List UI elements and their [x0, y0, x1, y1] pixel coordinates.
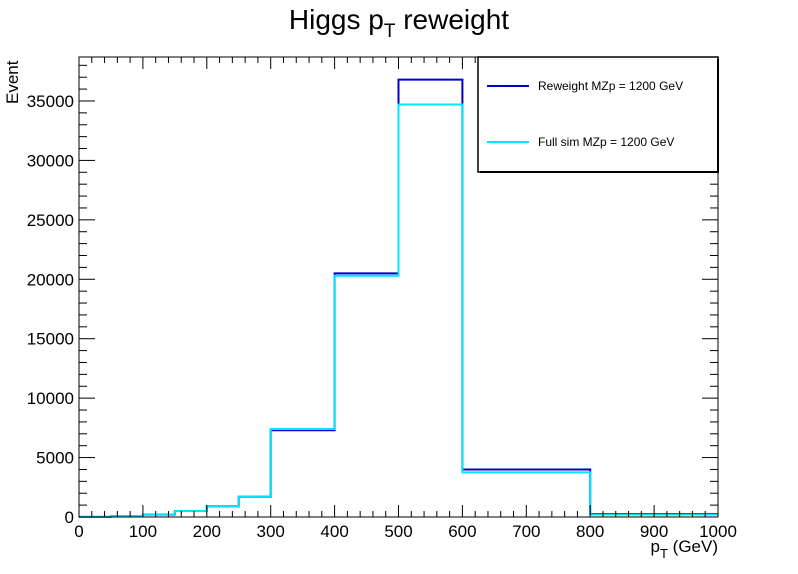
- chart-title: Higgs pT reweight: [289, 4, 509, 42]
- y-tick-label: 25000: [27, 211, 74, 230]
- legend: Reweight MZp = 1200 GeV Full sim MZp = 12…: [477, 56, 719, 173]
- x-tick-label: 700: [512, 522, 540, 541]
- x-tick-label: 400: [320, 522, 348, 541]
- x-tick-label: 900: [640, 522, 668, 541]
- y-tick-label: 5000: [36, 449, 74, 468]
- x-tick-label: 800: [576, 522, 604, 541]
- x-tick-label: 100: [129, 522, 157, 541]
- x-tick-label: 1000: [699, 522, 737, 541]
- legend-shadow-bottom: [480, 171, 719, 173]
- x-tick-label: 0: [74, 522, 83, 541]
- legend-shadow-right: [717, 59, 719, 173]
- y-tick-label: 30000: [27, 151, 74, 170]
- axis-layer: 0 100 200 300 400 500 600 700 800 900 100005000100…: [27, 56, 737, 541]
- x-tick-label: 300: [257, 522, 285, 541]
- chart-title-subscript: T: [384, 21, 396, 42]
- y-tick-label: 15000: [27, 330, 74, 349]
- x-tick-label: 200: [193, 522, 221, 541]
- legend-box: [477, 56, 719, 173]
- chart-title-main: Higgs p: [289, 4, 384, 35]
- y-tick-label: 10000: [27, 389, 74, 408]
- y-tick-label: 0: [65, 508, 74, 527]
- legend-entries: Reweight MZp = 1200 GeV Full sim MZp = 12…: [487, 79, 683, 149]
- y-tick-label: 35000: [27, 92, 74, 111]
- x-tick-label: 500: [384, 522, 412, 541]
- x-axis-label: pT (GeV): [651, 537, 718, 561]
- legend-label-2: Full sim MZp = 1200 GeV: [538, 135, 674, 149]
- y-axis-label: Event: [3, 60, 22, 104]
- x-tick-label: 600: [448, 522, 476, 541]
- x-axis-label-subscript: T: [660, 546, 668, 561]
- chart-title-rest: reweight: [395, 4, 509, 35]
- y-tick-label: 20000: [27, 270, 74, 289]
- x-axis-label-main: p: [651, 537, 660, 556]
- legend-label-1: Reweight MZp = 1200 GeV: [538, 79, 683, 93]
- x-axis-label-rest: (GeV): [668, 537, 718, 556]
